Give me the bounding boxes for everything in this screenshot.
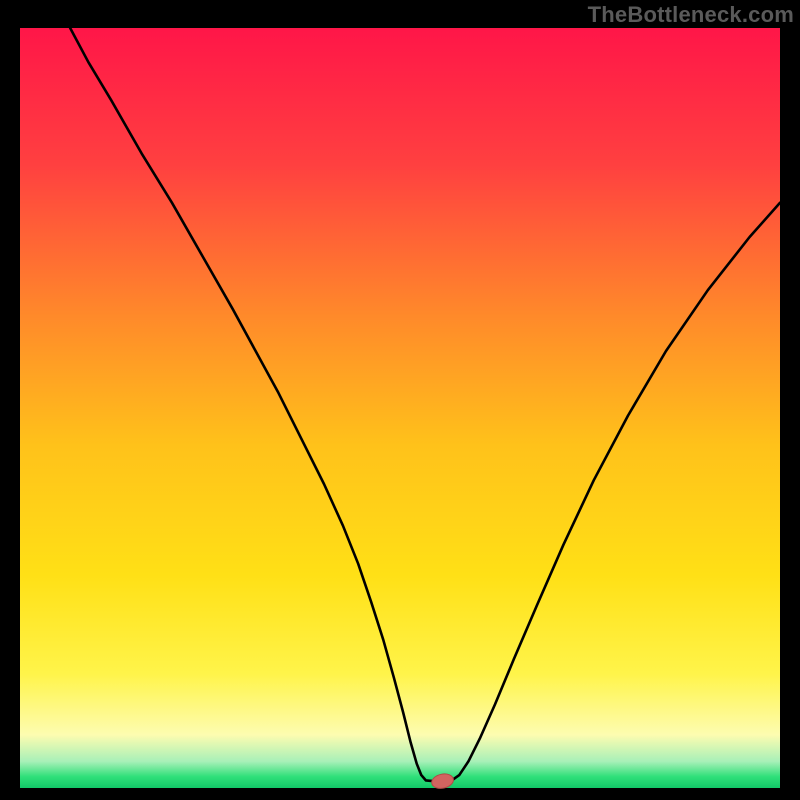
bottleneck-curve-chart [0,0,800,800]
